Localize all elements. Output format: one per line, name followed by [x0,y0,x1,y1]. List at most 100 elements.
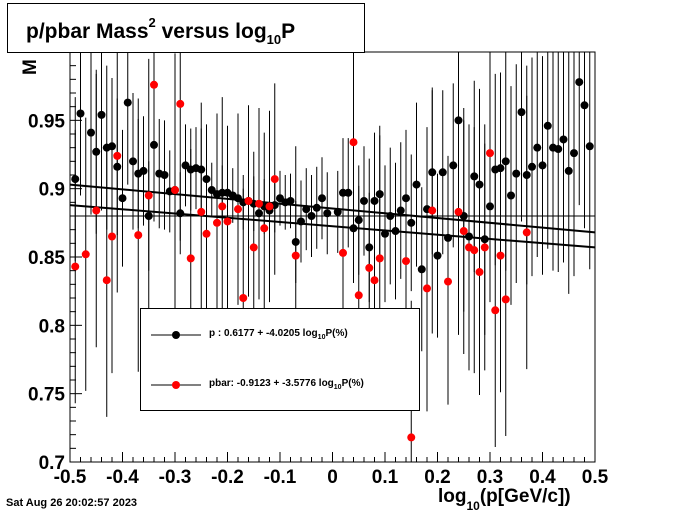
data-point [475,180,484,189]
data-point [423,284,431,293]
y-tick-label: 0.7 [39,453,65,474]
data-point [407,218,416,227]
data-point [186,254,195,263]
data-point [412,180,421,189]
data-point [176,99,185,108]
data-point [475,268,484,277]
data-point [470,172,479,181]
data-point [270,175,279,184]
data-point [391,227,400,236]
data-point [97,110,106,119]
data-point [144,191,153,200]
data-point [92,206,101,215]
data-point [312,203,321,212]
data-point [381,229,389,238]
data-point [297,217,305,226]
data-point [76,109,85,118]
data-point [428,168,437,177]
x-tick-label: 0.4 [529,467,556,488]
chart-title-box: p/pbar Mass2 versus log10P [7,3,365,53]
x-tick-label: 0 [327,467,338,488]
data-point [454,116,463,125]
data-point [223,217,232,226]
data-point [339,248,347,257]
legend-markers [151,331,201,389]
data-point [255,199,263,208]
data-point [291,237,300,246]
data-point [428,206,437,215]
data-point [402,257,410,266]
data-point [150,140,158,149]
x-tick-label: 0.3 [477,467,503,488]
data-point [202,229,211,238]
legend-entry-pbar: pbar: -0.9123 + -3.5776 log10P(%) [209,378,364,391]
data-point [491,306,500,315]
data-point [354,216,363,225]
y-axis-title: M [20,59,41,75]
data-point [160,171,169,179]
data-point [249,243,258,252]
data-point [234,205,242,214]
data-point [354,291,363,300]
data-point [349,224,358,233]
data-points [71,78,594,442]
data-point [470,246,479,255]
data-point [108,142,116,151]
data-point [265,202,274,211]
data-point [360,196,368,205]
data-point [407,433,416,442]
x-tick-label: 0.1 [372,467,399,488]
legend: p : 0.6177 + -4.0205 log10P(%) pbar: -0.… [140,308,420,411]
data-point [171,186,179,195]
data-point [438,168,447,177]
x-tick-label: -0.3 [159,467,192,488]
data-point [486,149,494,158]
data-point [522,228,531,237]
data-point [486,202,494,211]
data-point [134,231,143,240]
data-point [365,263,374,272]
x-tick-label: 0.2 [424,467,450,488]
data-point [197,207,206,216]
data-point [92,147,101,156]
data-point [333,207,342,216]
data-point [87,128,95,137]
data-point [144,212,153,220]
data-point [71,175,80,184]
data-point [255,209,263,218]
data-point [370,196,379,205]
data-point [375,254,384,263]
data-point [81,250,90,259]
data-point [580,101,589,110]
data-point [291,251,300,260]
chart-title: p/pbar Mass2 versus log10P [26,15,296,47]
data-point [570,149,578,158]
timestamp: Sat Aug 26 20:02:57 2023 [6,497,138,509]
fit-lines [69,183,596,249]
data-point [496,251,505,260]
y-tick-label: 0.95 [28,111,65,132]
data-point [370,276,379,285]
data-point [349,138,358,147]
data-point [260,224,269,233]
data-point [449,161,458,170]
data-point [444,277,452,286]
x-tick-label: -0.2 [211,467,244,488]
data-point [108,232,116,241]
data-point [538,161,547,170]
data-point [554,145,563,154]
axis-ticks: -0.5 -0.4 -0.3 -0.2 -0.1 0 0.1 0.2 0.3 0.4 0.5 0.7 0… [28,65,609,488]
x-tick-label: -0.1 [264,467,297,488]
data-point [454,207,463,216]
data-point [533,143,542,152]
data-point [501,157,510,166]
x-tick-label: 0.5 [582,467,609,488]
x-tick-label: -0.5 [54,467,87,488]
data-point [244,196,253,205]
data-point [202,175,211,184]
data-point [102,276,111,285]
data-point [402,194,410,203]
fit-line-1 [69,204,596,249]
data-point [480,235,489,244]
